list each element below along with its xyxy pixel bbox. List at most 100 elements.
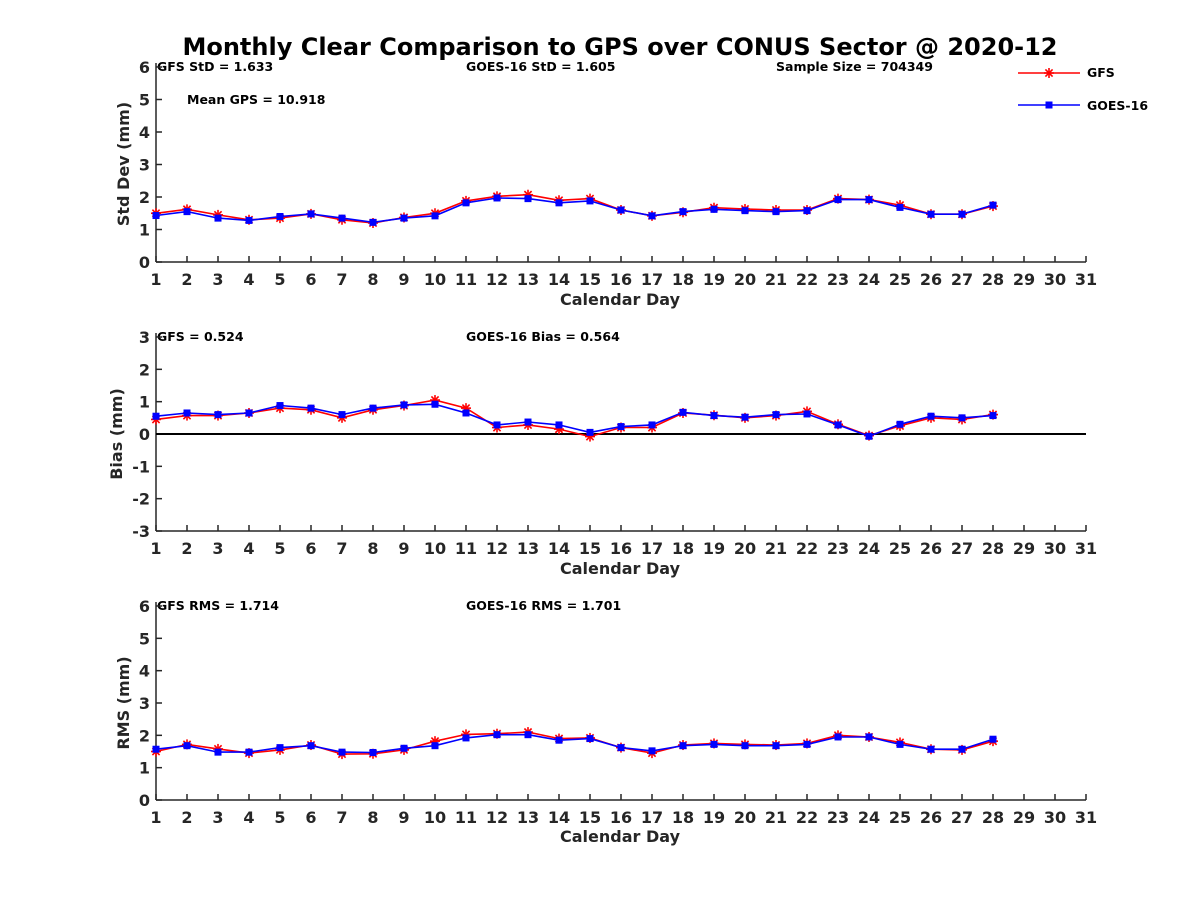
rms-goes16-point (400, 744, 408, 752)
rms-x-tick-label: 22 (796, 808, 818, 827)
stddev-goes16-point (958, 210, 966, 218)
bias-x-tick-label: 2 (181, 539, 192, 558)
bias-x-tick-label: 22 (796, 539, 818, 558)
stddev-x-tick-label: 6 (305, 270, 316, 289)
rms-goes16-point (927, 745, 935, 753)
stddev-y-tick-label: 0 (139, 253, 150, 272)
stddev-goes16-point (617, 206, 625, 214)
gfs-rms-annotation: GFS RMS = 1.714 (157, 598, 279, 613)
rms-x-tick-label: 29 (1013, 808, 1035, 827)
stddev-x-tick-label: 27 (951, 270, 973, 289)
bias-x-tick-label: 18 (672, 539, 694, 558)
bias-x-tick-label: 15 (579, 539, 601, 558)
bias-goes16-point (834, 421, 842, 429)
bias-x-axis-label: Calendar Day (560, 559, 681, 578)
legend-gfs-label: GFS (1087, 65, 1115, 80)
stddev-goes16-point (400, 214, 408, 222)
rms-goes16-point (183, 742, 191, 750)
rms-y-axis-label: RMS (mm) (114, 656, 133, 749)
bias-y-tick-label: 3 (139, 328, 150, 347)
stddev-y-tick-label: 4 (139, 123, 150, 142)
legend: GFS GOES-16 (1018, 65, 1148, 113)
bias-goes16-point (772, 411, 780, 419)
rms-goes16-line (155, 733, 994, 754)
stddev-x-tick-label: 28 (982, 270, 1004, 289)
rms-x-tick-label: 5 (274, 808, 285, 827)
stddev-goes16-point (927, 210, 935, 218)
bias-panel: GFS = 0.524 GOES-16 Bias = 0.564 Calenda… (107, 328, 1097, 578)
rms-x-tick-label: 28 (982, 808, 1004, 827)
stddev-y-tick-label: 6 (139, 58, 150, 77)
rms-goes16-point (493, 731, 501, 739)
rms-goes16-point (431, 742, 439, 750)
rms-x-tick-label: 11 (455, 808, 477, 827)
stddev-x-tick-label: 1 (150, 270, 161, 289)
rms-x-axis-label: Calendar Day (560, 827, 681, 846)
stddev-x-tick-label: 31 (1075, 270, 1097, 289)
rms-x-tick-label: 18 (672, 808, 694, 827)
bias-x-tick-label: 14 (548, 539, 570, 558)
bias-goes16-point (183, 409, 191, 417)
stddev-x-axis-label: Calendar Day (560, 290, 681, 309)
bias-goes16-point (586, 428, 594, 436)
stddev-x-tick-label: 16 (610, 270, 632, 289)
bias-x-tick-label: 6 (305, 539, 316, 558)
bias-goes16-point (524, 418, 532, 426)
stddev-x-tick-label: 25 (889, 270, 911, 289)
stddev-goes16-point (586, 197, 594, 205)
rms-y-tick-label: 5 (139, 629, 150, 648)
bias-goes16-point (338, 411, 346, 419)
bias-x-tick-label: 25 (889, 539, 911, 558)
bias-x-tick-label: 24 (858, 539, 880, 558)
bias-goes16-point (152, 412, 160, 420)
stddev-goes16-point (245, 216, 253, 224)
stddev-goes16-point (989, 201, 997, 209)
rms-x-tick-label: 31 (1075, 808, 1097, 827)
stddev-x-tick-label: 18 (672, 270, 694, 289)
stddev-goes16-point (214, 214, 222, 222)
stddev-goes16-point (431, 212, 439, 220)
bias-x-tick-label: 27 (951, 539, 973, 558)
rms-x-tick-label: 7 (336, 808, 347, 827)
stddev-goes16-point (276, 213, 284, 220)
bias-goes16-point (369, 404, 377, 412)
bias-x-tick-label: 20 (734, 539, 756, 558)
bias-x-tick-label: 7 (336, 539, 347, 558)
rms-x-tick-label: 21 (765, 808, 787, 827)
bias-goes16-point (431, 400, 439, 408)
rms-goes16-point (648, 747, 656, 755)
bias-goes16-point (307, 404, 315, 412)
stddev-x-tick-label: 21 (765, 270, 787, 289)
stddev-y-tick-label: 5 (139, 91, 150, 110)
rms-goes16-point (958, 745, 966, 753)
rms-x-tick-label: 8 (367, 808, 378, 827)
bias-y-tick-label: -2 (132, 490, 150, 509)
stddev-goes16-point (307, 210, 315, 218)
rms-x-tick-label: 2 (181, 808, 192, 827)
bias-goes16-point (710, 412, 718, 420)
rms-x-tick-label: 20 (734, 808, 756, 827)
rms-x-tick-label: 23 (827, 808, 849, 827)
legend-goes16-marker-glyph (1045, 101, 1053, 109)
bias-x-tick-label: 21 (765, 539, 787, 558)
rms-y-tick-label: 3 (139, 694, 150, 713)
stddev-y-tick-label: 2 (139, 188, 150, 207)
rms-goes16-point (586, 735, 594, 743)
stddev-goes16-point (679, 208, 687, 216)
stddev-goes16-point (741, 207, 749, 215)
bias-goes16-point (927, 412, 935, 420)
bias-x-tick-label: 29 (1013, 539, 1035, 558)
rms-goes16-point (679, 742, 687, 750)
mean-gps-annotation: Mean GPS = 10.918 (187, 92, 325, 107)
gfs-std-annotation: GFS StD = 1.633 (157, 59, 273, 74)
stddev-goes16-point (865, 196, 873, 204)
stddev-x-tick-label: 23 (827, 270, 849, 289)
stddev-x-tick-label: 17 (641, 270, 663, 289)
bias-y-tick-label: -1 (132, 457, 150, 476)
rms-goes16-point (989, 735, 997, 743)
goes16-bias-annotation: GOES-16 Bias = 0.564 (466, 329, 620, 344)
stddev-x-tick-label: 26 (920, 270, 942, 289)
rms-x-tick-label: 14 (548, 808, 570, 827)
bias-goes16-point (276, 402, 284, 410)
rms-y-tick-label: 4 (139, 662, 150, 681)
